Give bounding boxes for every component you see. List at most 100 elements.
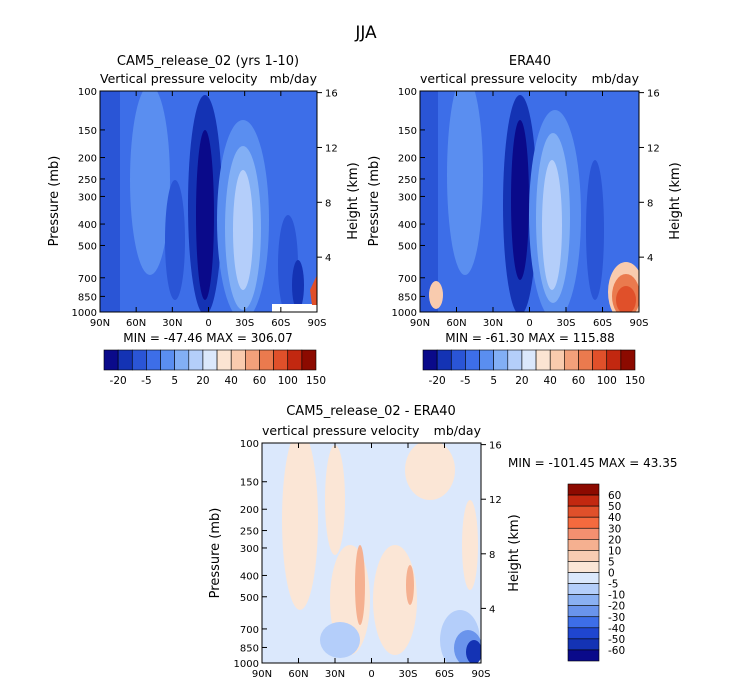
contour-field bbox=[420, 91, 639, 312]
panel-subtitle-right: mb/day bbox=[270, 71, 318, 86]
y-tick-label: 1000 bbox=[234, 659, 259, 670]
colorbar-label: -20 bbox=[608, 601, 625, 613]
colorbar-swatch bbox=[567, 516, 600, 529]
colorbar-swatch bbox=[567, 583, 600, 595]
tick-group: 90N 60N 30N 0 30S 60S 90S 100 150 200 250 300 400 500… bbox=[234, 439, 502, 680]
panel-title: ERA40 bbox=[509, 54, 551, 69]
colorbar-label: 10 bbox=[608, 545, 621, 557]
y-tick-label: 1000 bbox=[392, 308, 417, 319]
colorbar-label: 60 bbox=[608, 490, 621, 502]
colorbar-swatch bbox=[216, 349, 232, 371]
colorbar-swatch bbox=[202, 349, 218, 371]
y-tick-label: 300 bbox=[240, 544, 259, 555]
colorbar-label: -20 bbox=[429, 375, 446, 387]
x-tick-label: 30N bbox=[162, 318, 182, 329]
panel-subtitle-left: vertical pressure velocity bbox=[420, 71, 578, 86]
colorbar-label: 20 bbox=[196, 375, 209, 387]
colorbar-swatch bbox=[592, 349, 608, 371]
colorbar-label: -50 bbox=[608, 634, 625, 646]
colorbar-swatch bbox=[301, 349, 317, 371]
x-tick-label: 0 bbox=[368, 669, 374, 680]
colorbar-swatch bbox=[567, 539, 600, 551]
y-axis-label: Pressure (mb) bbox=[47, 156, 62, 247]
y-tick-label: 200 bbox=[78, 154, 97, 165]
y-tick-label-right: 16 bbox=[325, 89, 338, 100]
tick-group: 90N 60N 30N 0 30S 60S 90S 100 150 200 250 300 400 500… bbox=[392, 87, 660, 329]
y-tick-label-right: 8 bbox=[325, 198, 331, 209]
x-tick-label: 60N bbox=[288, 669, 308, 680]
y-tick-label-right: 12 bbox=[647, 143, 660, 154]
colorbar-label: 150 bbox=[625, 375, 645, 387]
colorbar-label: 5 bbox=[608, 556, 615, 568]
x-tick-label: 90S bbox=[629, 318, 648, 329]
x-tick-label: 60S bbox=[593, 318, 612, 329]
colorbar-swatch bbox=[567, 572, 600, 584]
colorbar-swatch bbox=[117, 349, 133, 371]
panel-reanalysis: ERA40 vertical pressure velocity mb/day … bbox=[367, 54, 683, 387]
panel-subtitle-right: mb/day bbox=[434, 423, 482, 438]
x-tick-label: 30S bbox=[235, 318, 254, 329]
y-tick-label: 850 bbox=[240, 643, 259, 654]
y-tick-label: 100 bbox=[398, 87, 417, 98]
y-tick-label-right: 12 bbox=[325, 143, 338, 154]
colorbar-swatch bbox=[245, 349, 260, 371]
colorbar-swatch bbox=[567, 561, 600, 573]
x-tick-label: 90S bbox=[307, 318, 326, 329]
stats-text: MIN = -61.30 MAX = 115.88 bbox=[445, 331, 615, 345]
colorbar-label: 60 bbox=[253, 375, 266, 387]
panel-difference: CAM5_release_02 - ERA40 vertical pressur… bbox=[208, 404, 678, 680]
colorbar-swatch bbox=[567, 550, 600, 562]
colorbar-swatch bbox=[567, 483, 600, 496]
colorbar-label: 0 bbox=[608, 568, 615, 580]
x-tick-label: 90N bbox=[410, 318, 430, 329]
x-tick-label: 60S bbox=[271, 318, 290, 329]
colorbar-swatch bbox=[174, 349, 190, 371]
colorbar-label: 20 bbox=[608, 534, 621, 546]
colorbar-label: -10 bbox=[608, 590, 625, 602]
x-tick-label: 60S bbox=[435, 669, 454, 680]
y-axis-label-right: Height (km) bbox=[668, 162, 683, 239]
contour-field bbox=[262, 443, 481, 663]
colorbar-swatch bbox=[230, 349, 246, 371]
colorbar-label: 5 bbox=[490, 375, 497, 387]
colorbar-label: 100 bbox=[278, 375, 298, 387]
y-tick-label: 500 bbox=[240, 593, 259, 604]
y-tick-label: 300 bbox=[398, 192, 417, 203]
colorbar-swatch bbox=[567, 649, 600, 662]
y-tick-label-right: 8 bbox=[489, 550, 495, 561]
y-tick-label: 700 bbox=[398, 274, 417, 285]
y-tick-label: 850 bbox=[398, 292, 417, 303]
contour-field bbox=[100, 91, 317, 312]
y-tick-label-right: 16 bbox=[489, 441, 502, 452]
y-tick-label-right: 4 bbox=[647, 253, 653, 264]
y-tick-label: 200 bbox=[240, 505, 259, 516]
colorbar-swatch bbox=[535, 349, 551, 371]
y-axis-label-right: Height (km) bbox=[507, 514, 522, 591]
x-tick-label: 90N bbox=[90, 318, 110, 329]
colorbar-label: 60 bbox=[572, 375, 585, 387]
colorbar-swatch bbox=[567, 505, 600, 518]
colorbar-swatch bbox=[287, 349, 303, 371]
colorbar-swatch bbox=[521, 349, 537, 371]
y-tick-label: 500 bbox=[78, 241, 97, 252]
colorbar-label: 20 bbox=[515, 375, 528, 387]
colorbar-label: 40 bbox=[608, 512, 621, 524]
colorbar-label: 100 bbox=[597, 375, 617, 387]
y-tick-label: 400 bbox=[398, 220, 417, 231]
y-tick-label-right: 8 bbox=[647, 198, 653, 209]
colorbar-swatch bbox=[567, 594, 600, 606]
y-tick-label-right: 4 bbox=[325, 253, 331, 264]
y-tick-label: 700 bbox=[78, 274, 97, 285]
x-tick-label: 60N bbox=[126, 318, 146, 329]
colorbar-label: 50 bbox=[608, 501, 621, 513]
x-tick-label: 30N bbox=[325, 669, 345, 680]
colorbar-label: 40 bbox=[225, 375, 238, 387]
colorbar-swatch bbox=[564, 349, 579, 371]
colorbar-swatch bbox=[188, 349, 204, 371]
colorbar-swatch bbox=[549, 349, 565, 371]
panel-title: CAM5_release_02 - ERA40 bbox=[286, 404, 456, 419]
colorbar-swatch bbox=[160, 349, 175, 371]
colorbar-label: 40 bbox=[544, 375, 557, 387]
x-tick-label: 30N bbox=[483, 318, 503, 329]
